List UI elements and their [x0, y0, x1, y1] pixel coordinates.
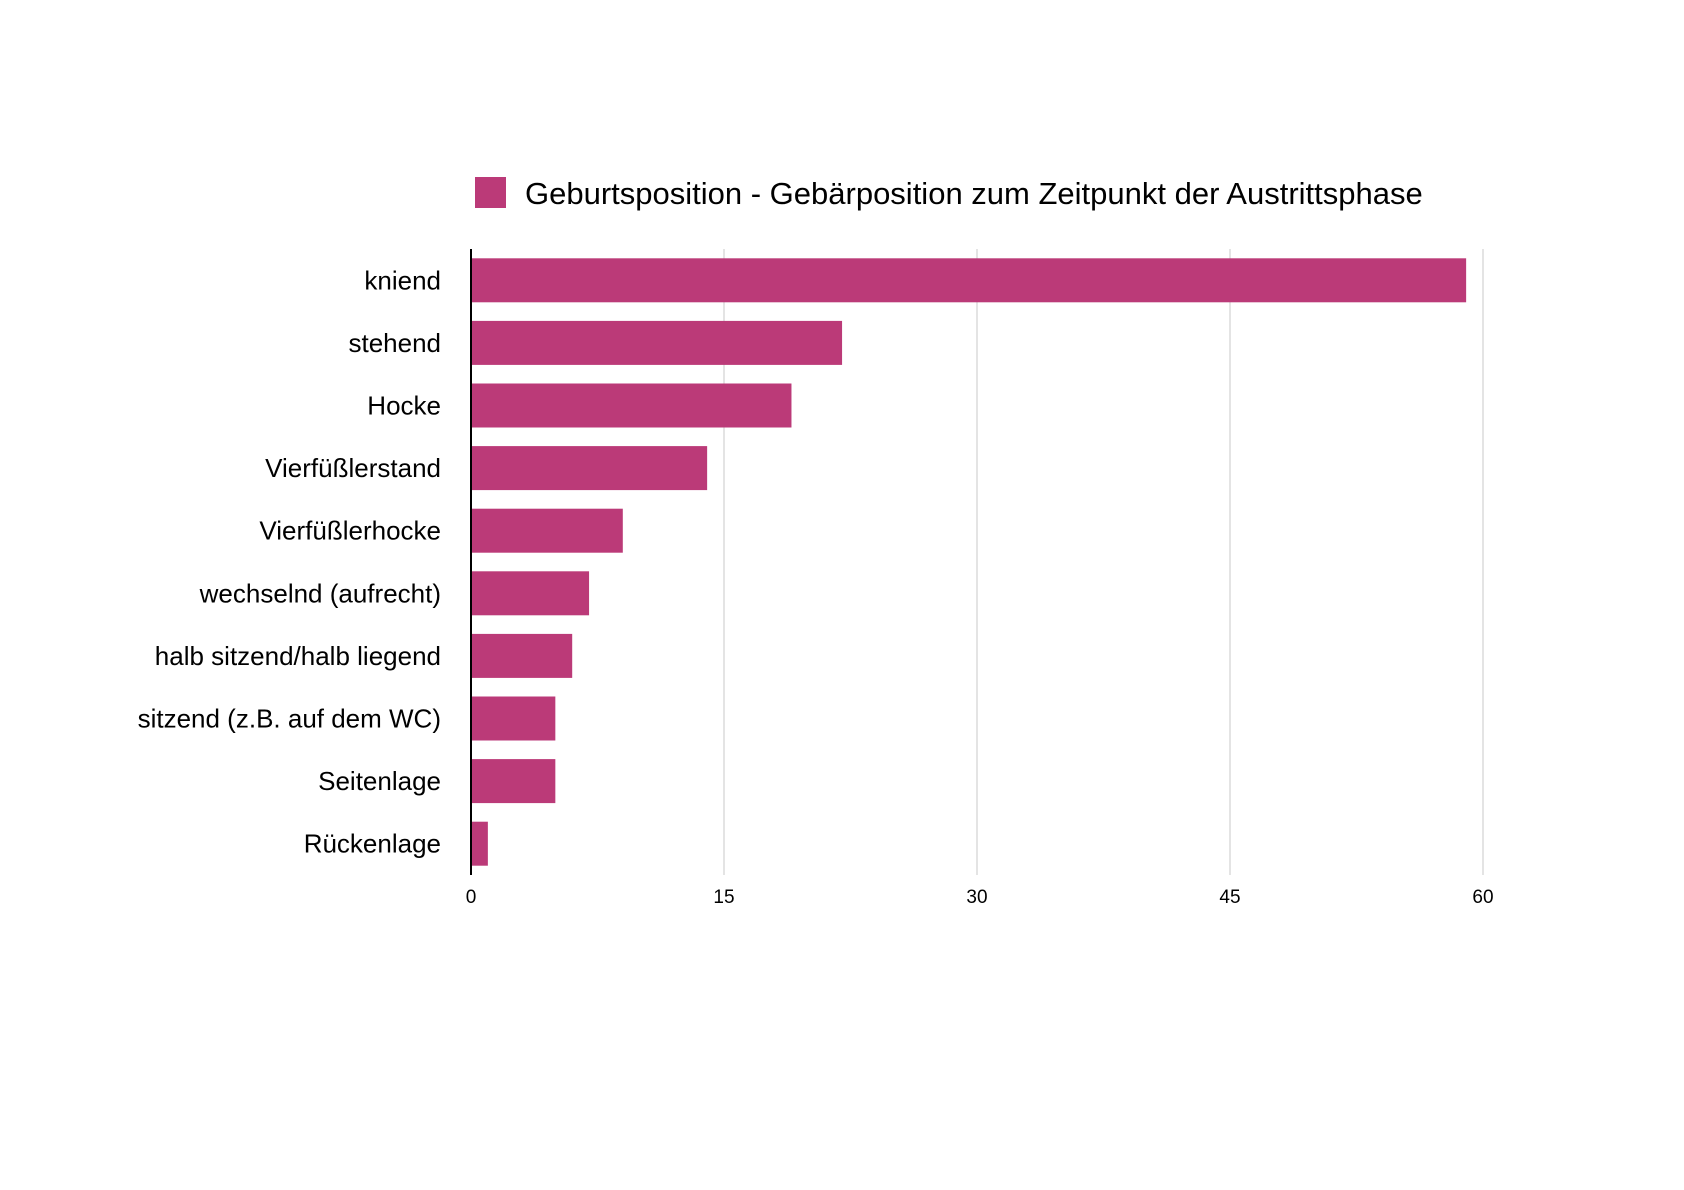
bar	[471, 383, 792, 428]
bar	[471, 633, 573, 678]
x-tick-labels: 0 15 30 45 60	[466, 887, 1494, 908]
bar	[471, 759, 556, 804]
x-tick-label: 60	[1472, 887, 1493, 908]
bar	[471, 571, 590, 616]
bars	[471, 258, 1467, 866]
x-tick-label: 15	[713, 887, 734, 908]
legend-label: Geburtsposition - Gebärposition zum Zeit…	[525, 176, 1423, 211]
category-label: wechselnd (aufrecht)	[199, 578, 441, 608]
category-label: kniend	[364, 265, 441, 295]
bar	[471, 258, 1467, 303]
bar	[471, 508, 623, 553]
gridlines	[723, 249, 1484, 875]
x-tick-label: 0	[466, 887, 477, 908]
bar	[471, 446, 708, 491]
category-label: sitzend (z.B. auf dem WC)	[138, 704, 441, 734]
bar	[471, 320, 843, 365]
category-label: Vierfüßlerstand	[265, 453, 441, 483]
legend-swatch	[475, 177, 506, 208]
chart-legend: Geburtsposition - Gebärposition zum Zeit…	[475, 176, 1423, 211]
x-tick-label: 45	[1219, 887, 1240, 908]
category-labels: kniend stehend Hocke Vierfüßlerstand Vierfüß…	[138, 265, 441, 858]
category-label: halb sitzend/halb liegend	[155, 641, 441, 671]
bar	[471, 696, 556, 741]
category-label: Hocke	[367, 391, 441, 421]
category-label: Seitenlage	[318, 766, 441, 796]
category-label: Rückenlage	[304, 829, 441, 859]
bar	[471, 821, 488, 866]
category-label: Vierfüßlerhocke	[259, 516, 441, 546]
category-label: stehend	[348, 328, 441, 358]
x-tick-label: 30	[966, 887, 987, 908]
